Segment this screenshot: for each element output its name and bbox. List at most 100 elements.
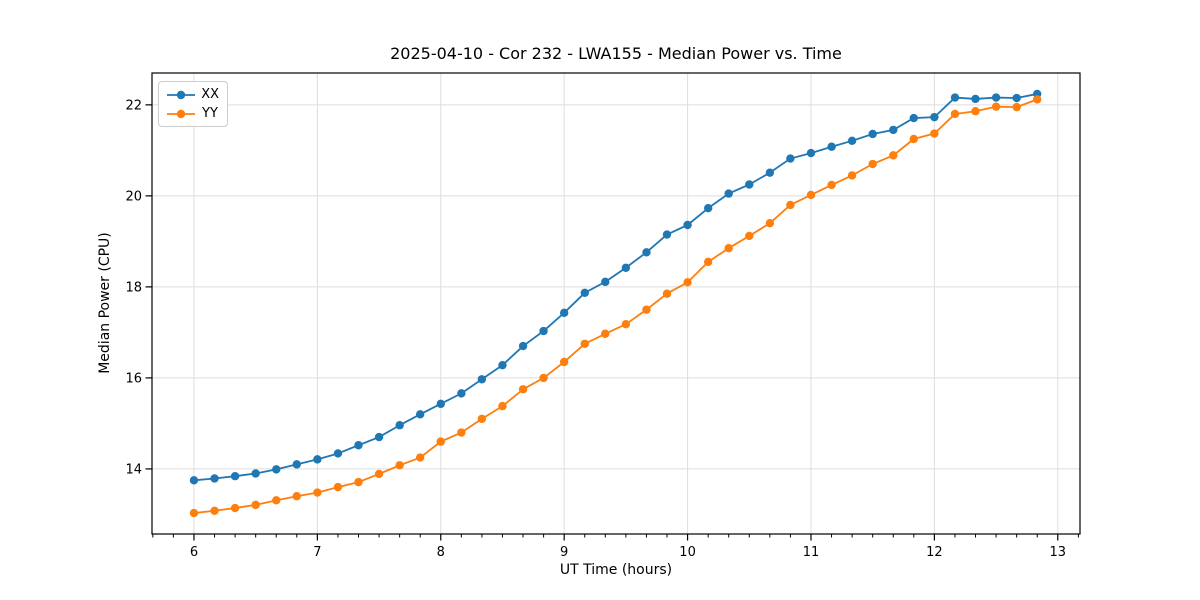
- series-xx-marker: [313, 455, 322, 464]
- series-yy-marker: [930, 129, 939, 138]
- legend-item-yy: YY: [166, 105, 219, 122]
- series-xx-marker: [477, 375, 487, 384]
- series-xx-marker: [539, 326, 548, 336]
- series-yy-line: [193, 98, 1038, 514]
- y-tick-label: 22: [125, 98, 142, 113]
- x-tick-label: 11: [803, 545, 820, 560]
- series-yy-marker: [559, 357, 569, 367]
- plot-border: [151, 72, 1081, 535]
- series-yy-marker: [436, 437, 445, 446]
- series-yy-marker: [827, 180, 836, 190]
- series-yy-marker: [847, 171, 857, 180]
- series-yy-marker: [642, 305, 651, 314]
- series-xx-marker: [354, 441, 363, 450]
- legend-label-xx: XX: [201, 87, 219, 102]
- series-yy-marker: [786, 200, 795, 210]
- series-yy-marker: [991, 102, 1001, 111]
- y-axis-label: Median Power (CPU): [97, 232, 113, 374]
- series-xx-marker: [642, 248, 651, 257]
- series-xx-marker: [457, 389, 466, 398]
- series-yy-marker: [1012, 102, 1021, 112]
- series-yy-marker: [415, 453, 425, 462]
- series-xx-marker: [703, 203, 713, 213]
- series-xx-marker: [662, 230, 672, 239]
- series-xx-marker: [498, 360, 507, 370]
- series-yy-marker: [230, 503, 240, 513]
- series-yy-marker: [477, 414, 487, 424]
- series-yy-marker: [539, 373, 548, 383]
- series-yy-marker: [724, 244, 733, 253]
- series-xx-marker: [909, 113, 918, 123]
- series-xx-marker: [765, 168, 775, 177]
- series-xx-marker: [251, 469, 260, 478]
- series-xx-marker: [827, 142, 836, 151]
- chart-title: 2025-04-10 - Cor 232 - LWA155 - Median P…: [390, 44, 842, 63]
- series-yy-marker: [518, 385, 528, 394]
- series-xx-marker: [580, 288, 589, 298]
- series-xx-marker: [436, 399, 445, 409]
- series-xx-marker: [621, 263, 631, 272]
- series-xx-marker: [724, 189, 733, 198]
- series-yy-marker: [580, 339, 589, 348]
- series-xx-marker: [210, 474, 219, 483]
- series-xx-marker: [374, 432, 384, 442]
- series-yy-marker: [909, 134, 918, 144]
- series-xx-marker: [889, 125, 898, 135]
- legend-line-marker-icon: [167, 90, 195, 99]
- series-xx-marker: [745, 180, 754, 189]
- series-xx-marker: [189, 476, 199, 485]
- series-yy-marker: [395, 461, 404, 470]
- series-xx-marker: [786, 154, 795, 163]
- series-xx-marker: [683, 220, 692, 230]
- x-tick-label: 10: [679, 545, 696, 560]
- series-xx-marker: [950, 93, 960, 102]
- series-yy-marker: [189, 508, 199, 518]
- series-xx-marker: [395, 421, 404, 430]
- series-xx-marker: [292, 460, 301, 469]
- series-xx-marker: [971, 94, 980, 104]
- y-tick-label: 20: [125, 189, 142, 204]
- series-yy-marker: [889, 151, 898, 160]
- series-xx-marker: [868, 129, 877, 139]
- series-yy-marker: [601, 329, 610, 338]
- series-yy-marker: [457, 428, 466, 437]
- series-yy-marker: [971, 107, 980, 116]
- series-yy-marker: [868, 159, 877, 169]
- series-yy-marker: [272, 496, 281, 505]
- x-tick-label: 13: [1050, 545, 1067, 560]
- series-yy-marker: [765, 218, 775, 228]
- legend-label-yy: YY: [202, 106, 218, 121]
- x-tick-label: 9: [560, 545, 568, 560]
- series-yy-marker: [950, 109, 960, 119]
- series-yy-marker: [498, 401, 507, 411]
- series-xx-marker: [601, 277, 610, 287]
- series-xx-marker: [930, 112, 939, 122]
- y-tick-label: 14: [125, 462, 142, 477]
- y-tick-label: 18: [125, 280, 142, 295]
- series-yy-marker: [662, 289, 672, 298]
- x-tick-label: 6: [190, 545, 198, 560]
- x-axis-label: UT Time (hours): [559, 562, 673, 578]
- legend-line-marker-icon: [167, 109, 195, 118]
- series-xx-marker: [559, 308, 569, 318]
- series-xx-marker: [333, 449, 343, 458]
- series-xx-marker: [415, 410, 425, 419]
- series-yy-marker: [745, 231, 754, 241]
- series-xx-marker: [847, 136, 857, 146]
- series-yy-marker: [354, 477, 363, 487]
- x-tick-label: 7: [313, 545, 321, 560]
- x-tick-label: 12: [926, 545, 943, 560]
- series-yy-marker: [292, 492, 301, 501]
- series-yy-marker: [374, 469, 384, 479]
- legend: XX YY: [158, 81, 228, 127]
- series-xx-marker: [991, 93, 1001, 102]
- y-tick-label: 16: [125, 371, 142, 386]
- series-yy-marker: [621, 320, 631, 329]
- series-yy-marker: [1032, 95, 1042, 104]
- x-tick-label: 8: [437, 545, 445, 560]
- series-yy-marker: [683, 278, 692, 287]
- series-yy-marker: [210, 506, 219, 515]
- legend-item-xx: XX: [166, 86, 219, 103]
